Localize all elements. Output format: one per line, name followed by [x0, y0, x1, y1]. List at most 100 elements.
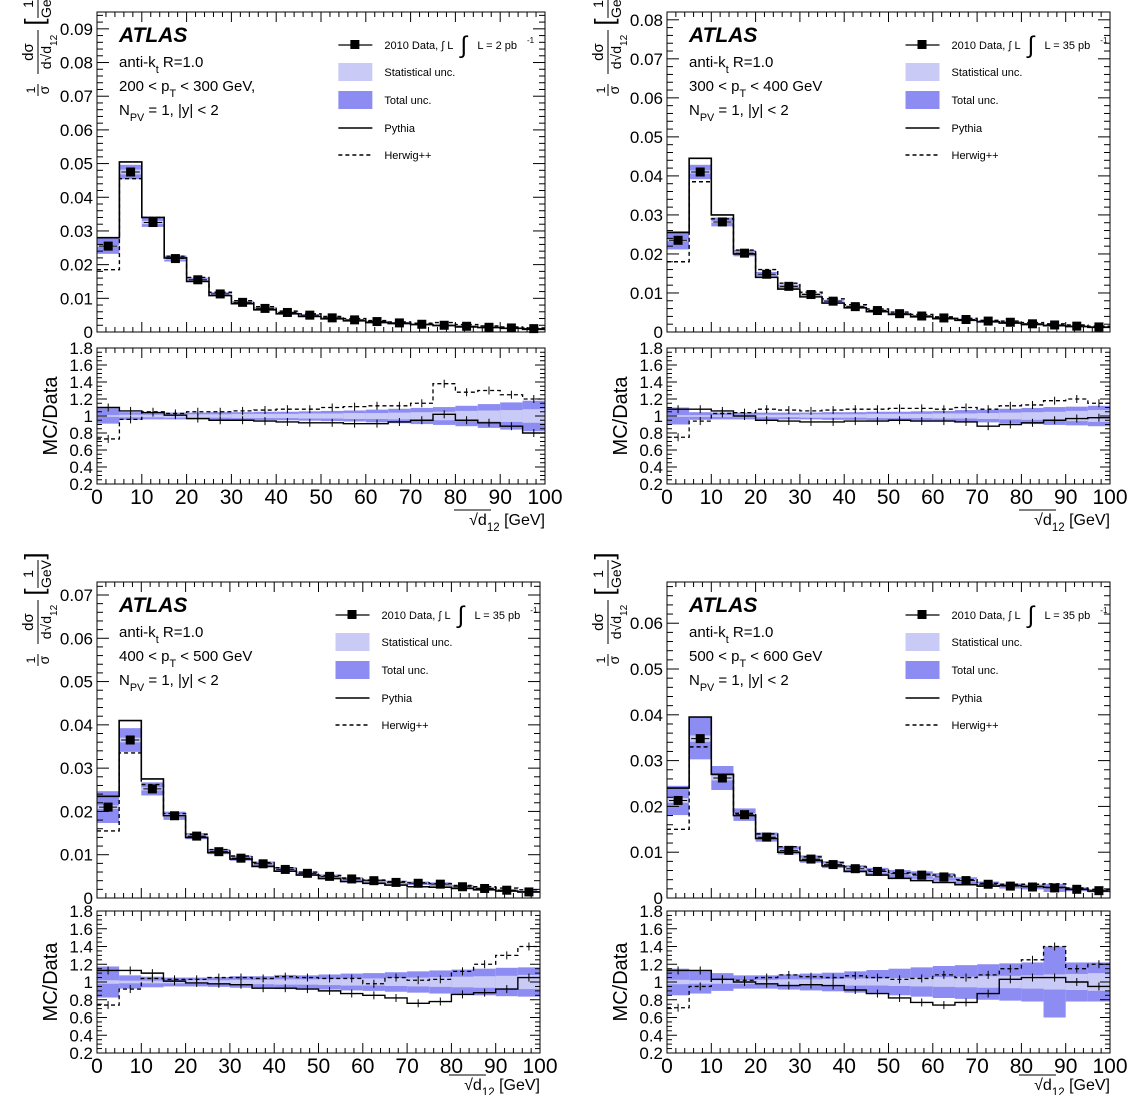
x-label-text: √d12 [GeV] — [464, 1077, 540, 1095]
y-label-part: d√d12 — [608, 34, 630, 69]
data-point — [961, 315, 971, 325]
ratio-stat-band — [977, 976, 1000, 988]
data-point — [480, 883, 490, 893]
y-tick-label: 0.03 — [60, 222, 93, 241]
y-tick-label: 0.02 — [630, 797, 663, 816]
legend-stat-label: Statistical unc. — [952, 637, 1023, 649]
ratio-y-label-group: MC/Data — [610, 942, 632, 1022]
data-point — [280, 864, 290, 874]
ratio-stat-band — [495, 975, 518, 989]
data-point — [673, 795, 683, 805]
x-tick-label: 70 — [395, 1055, 418, 1078]
legend-stat-label: Statistical unc. — [952, 67, 1023, 79]
ratio-stat-band — [388, 412, 411, 420]
selection-label: NPV = 1, |y| < 2 — [119, 102, 219, 124]
legend-integral: ∫ — [1026, 602, 1036, 629]
x-tick-label: 80 — [1010, 1055, 1033, 1078]
y-label-part: 1 — [594, 656, 608, 663]
x-tick-label: 80 — [444, 486, 467, 509]
ratio-stat-band — [888, 413, 911, 419]
x-tick-label: 100 — [1092, 486, 1127, 509]
x-tick-label: 60 — [354, 486, 377, 509]
legend-stat-label: Statistical unc. — [382, 637, 453, 649]
data-point — [895, 869, 905, 879]
data-point — [695, 734, 705, 744]
legend-herwig-label: Herwig++ — [952, 720, 999, 732]
x-tick-label: 40 — [833, 1055, 856, 1078]
ratio-tick-label: 0.2 — [69, 475, 93, 494]
legend-data-label: 2010 Data, ∫ L — [382, 610, 451, 622]
ratio-stat-band — [455, 410, 478, 422]
x-tick-label: 10 — [130, 1055, 153, 1078]
legend: 2010 Data, ∫ L ∫ L = 35 pb -1 Statistical un… — [905, 602, 1108, 732]
x-tick-label: 0 — [91, 486, 103, 509]
ratio-stat-band — [932, 413, 955, 419]
x-tick-label: 70 — [399, 486, 422, 509]
ratio-tick-label: 0.6 — [69, 441, 93, 460]
x-tick-label: 50 — [307, 1055, 330, 1078]
x-tick-label: 70 — [965, 486, 988, 509]
y-tick-label: 0.01 — [60, 289, 93, 308]
legend-pythia-label: Pythia — [952, 123, 983, 135]
ratio-stat-band — [689, 980, 712, 984]
algo-label: anti-kt R=1.0 — [119, 624, 203, 646]
y-tick-label: 0.04 — [630, 167, 663, 186]
y-label-part: σ — [606, 85, 622, 94]
x-tick-label: 80 — [1010, 486, 1033, 509]
ratio-y-label: MC/Data — [40, 376, 62, 456]
x-tick-label: 30 — [788, 486, 811, 509]
y-label-bracket: [ — [589, 588, 619, 596]
legend-stat-swatch — [335, 633, 370, 651]
data-point — [717, 773, 727, 783]
y-tick-label: 0 — [654, 323, 663, 342]
x-tick-label: 40 — [265, 486, 288, 509]
ratio-stat-band — [822, 414, 845, 418]
ratio-tick-label: 1 — [654, 973, 663, 992]
ratio-tick-label: 1.4 — [639, 373, 663, 392]
data-point — [462, 321, 472, 331]
ratio-stat-band — [1021, 975, 1044, 989]
ratio-tick-label: 0.8 — [639, 991, 663, 1010]
data-point — [238, 297, 248, 307]
y-tick-label: 0.02 — [60, 256, 93, 275]
legend-data-label: 2010 Data, ∫ L — [384, 40, 453, 52]
ratio-tick-label: 0.2 — [639, 1044, 663, 1063]
y-label-part: 1 — [20, 0, 36, 8]
x-tick-label: 10 — [700, 486, 723, 509]
x-label-text: √d12 [GeV] — [1034, 512, 1110, 534]
pt-range-label: 200 < pT < 300 GeV, — [119, 78, 255, 100]
ratio-stat-band — [1043, 411, 1066, 421]
data-point — [673, 235, 683, 245]
ratio-stat-band — [954, 413, 978, 419]
legend-total-swatch — [335, 661, 370, 679]
legend-lumi-exp: -1 — [530, 606, 538, 615]
legend-lumi: L = 35 pb — [1045, 40, 1091, 52]
data-point — [193, 275, 203, 285]
ratio-stat-band — [777, 414, 800, 418]
x-axis-label: √d12 [GeV] — [454, 509, 545, 534]
x-tick-label: 60 — [921, 1055, 944, 1078]
data-point — [439, 320, 449, 330]
ratio-stat-band — [866, 413, 889, 419]
ratio-tick-label: 1 — [84, 973, 93, 992]
data-point — [1027, 319, 1037, 329]
legend-stat-swatch — [338, 63, 373, 81]
data-point — [1094, 322, 1104, 332]
data-point — [147, 784, 157, 794]
x-tick-label: 60 — [921, 486, 944, 509]
legend-herwig-label: Herwig++ — [382, 720, 429, 732]
x-tick-label: 30 — [788, 1055, 811, 1078]
y-tick-label: 0.06 — [60, 121, 93, 140]
y-tick-label: 0.07 — [60, 586, 93, 605]
ratio-stat-band — [844, 414, 867, 418]
ratio-stat-band — [932, 977, 955, 987]
ratio-stat-band — [667, 979, 690, 985]
ratio-stat-band — [97, 415, 120, 417]
ratio-stat-band — [999, 412, 1022, 420]
legend: 2010 Data, ∫ L ∫ L = 35 pb -1 Statistical un… — [905, 32, 1108, 162]
ratio-stat-band — [667, 415, 690, 417]
data-point — [1005, 317, 1015, 327]
